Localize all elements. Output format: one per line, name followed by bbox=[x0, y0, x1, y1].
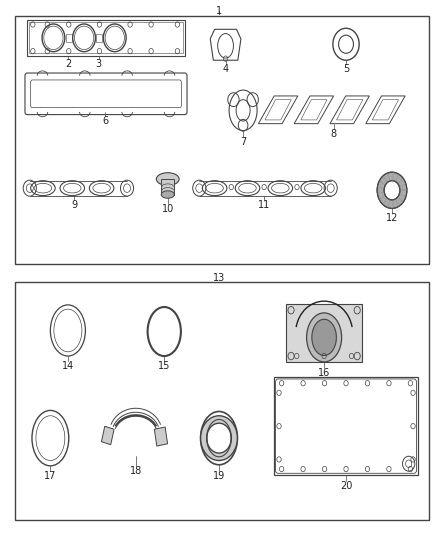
Text: 8: 8 bbox=[331, 129, 337, 139]
Text: 14: 14 bbox=[62, 361, 74, 372]
Ellipse shape bbox=[161, 191, 174, 198]
Bar bbox=[161, 179, 174, 195]
Ellipse shape bbox=[156, 173, 179, 185]
Text: 20: 20 bbox=[340, 481, 352, 491]
Bar bbox=[154, 427, 168, 446]
Ellipse shape bbox=[307, 313, 342, 362]
Text: 17: 17 bbox=[44, 471, 57, 481]
Text: 15: 15 bbox=[158, 361, 170, 372]
Text: 9: 9 bbox=[71, 200, 78, 210]
Text: 2: 2 bbox=[65, 59, 71, 69]
Bar bbox=[27, 20, 185, 56]
Text: 12: 12 bbox=[386, 213, 398, 223]
Text: 19: 19 bbox=[213, 471, 225, 481]
Bar bbox=[286, 304, 362, 362]
Wedge shape bbox=[377, 172, 407, 208]
Text: 5: 5 bbox=[343, 64, 349, 74]
Text: 16: 16 bbox=[318, 368, 330, 378]
Text: 6: 6 bbox=[102, 116, 108, 126]
Bar bbox=[101, 426, 114, 445]
Bar bbox=[15, 16, 429, 264]
Text: 3: 3 bbox=[95, 59, 102, 69]
Bar bbox=[274, 377, 418, 475]
Bar bbox=[29, 22, 183, 53]
Bar bbox=[66, 34, 72, 42]
Text: 7: 7 bbox=[240, 137, 246, 147]
Wedge shape bbox=[201, 416, 237, 461]
Text: 11: 11 bbox=[258, 200, 270, 210]
Ellipse shape bbox=[312, 319, 336, 356]
Text: 1: 1 bbox=[216, 6, 222, 17]
Text: 18: 18 bbox=[130, 466, 142, 477]
Text: 4: 4 bbox=[223, 64, 229, 75]
Bar bbox=[96, 34, 102, 42]
Text: 10: 10 bbox=[162, 204, 174, 214]
Bar bbox=[15, 282, 429, 520]
Text: 13: 13 bbox=[213, 273, 225, 283]
